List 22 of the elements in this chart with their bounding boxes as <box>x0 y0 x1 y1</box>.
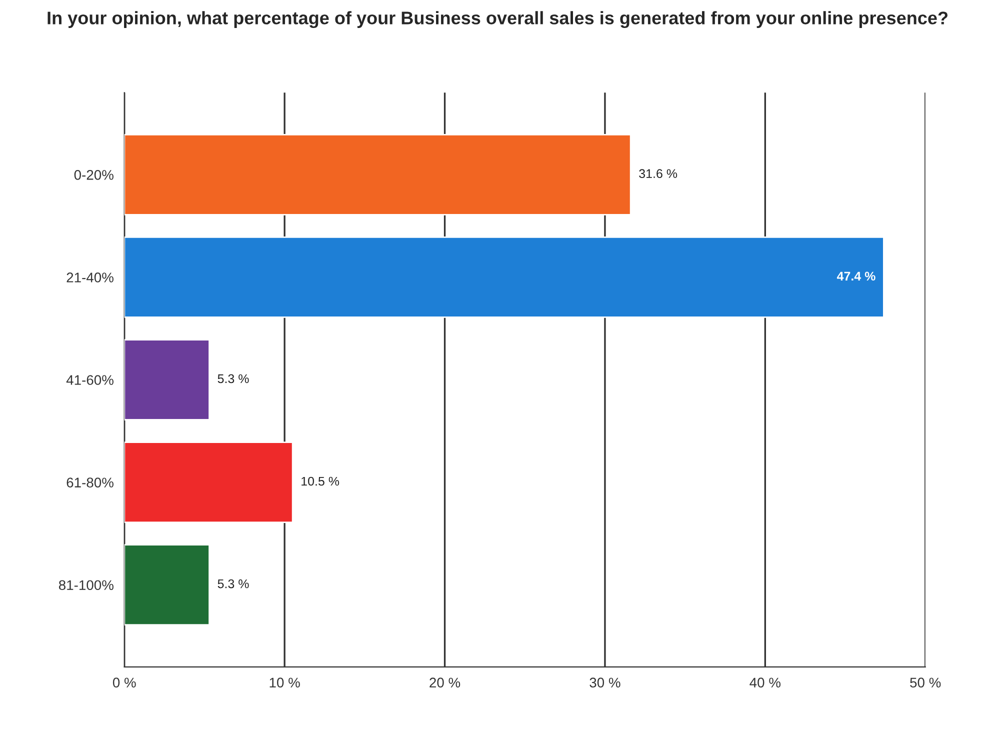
data-label: 47.4 % <box>836 272 876 281</box>
y-tick-label: 81-100% <box>58 580 114 590</box>
x-tick-label: 30 % <box>590 678 620 688</box>
bar <box>124 442 294 523</box>
data-label: 5.3 % <box>218 579 249 588</box>
bar <box>124 544 210 626</box>
y-tick-label: 0-20% <box>74 170 114 180</box>
y-tick-label: 41-60% <box>66 375 114 385</box>
bar <box>124 236 884 318</box>
chart-title: In your opinion, what percentage of your Business overall sales is generated from your online presence? <box>48 11 948 28</box>
x-tick-label: 10 % <box>270 678 300 688</box>
data-label: 31.6 % <box>639 169 678 178</box>
bar <box>124 339 210 420</box>
x-tick-label: 0 % <box>112 678 136 688</box>
y-tick-label: 61-80% <box>66 478 114 488</box>
x-tick-label: 20 % <box>430 678 460 688</box>
data-label: 10.5 % <box>302 476 340 486</box>
bar <box>124 134 632 216</box>
y-tick-label: 21-40% <box>66 272 114 282</box>
x-tick-label: 50 % <box>910 678 941 688</box>
x-tick-label: 40 % <box>750 678 780 688</box>
data-label: 5.3 % <box>218 374 249 384</box>
